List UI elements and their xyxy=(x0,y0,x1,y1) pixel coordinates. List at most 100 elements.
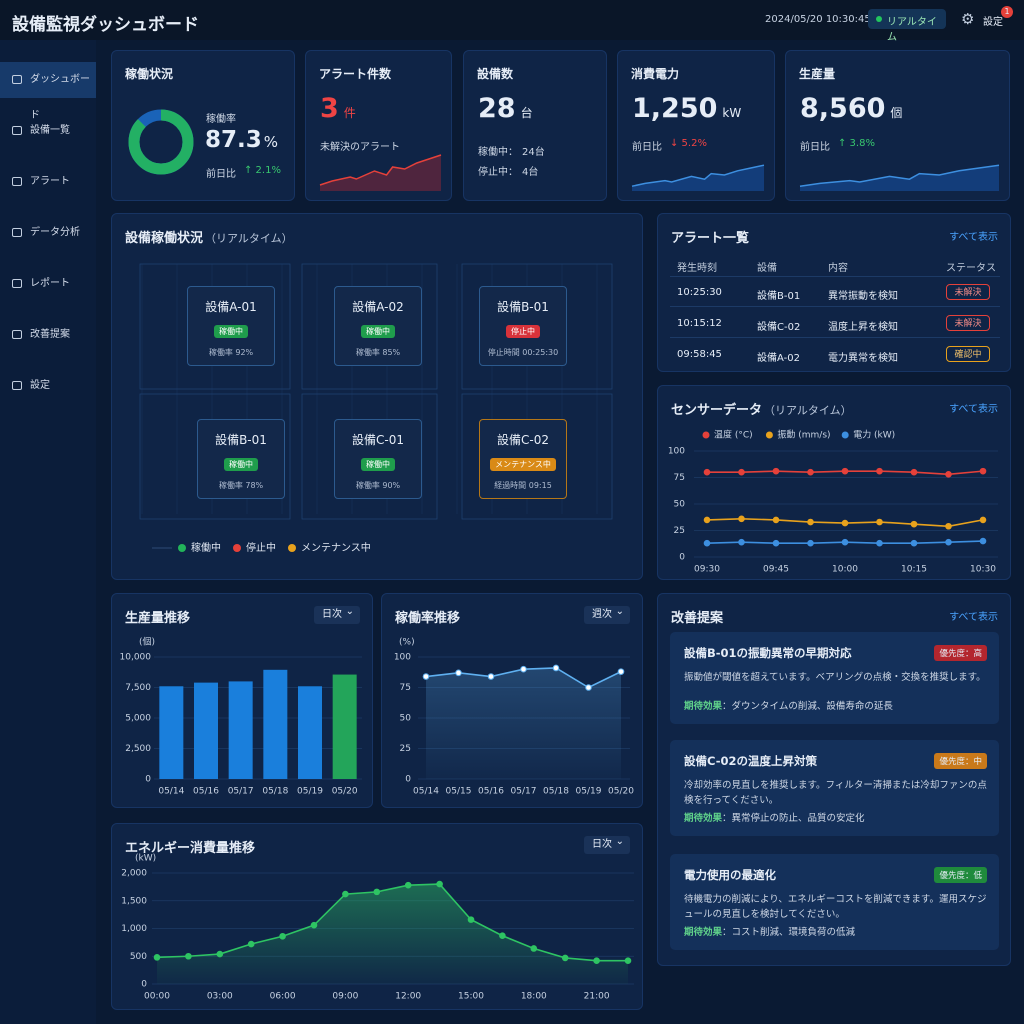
table-header: 発生時刻 xyxy=(677,263,717,274)
y-tick-label: 5,000 xyxy=(125,714,151,724)
period-dropdown[interactable]: 日次 xyxy=(584,833,630,854)
period-dropdown[interactable]: 週次 xyxy=(584,603,630,624)
improvement-card[interactable]: 設備B-01の振動異常の早期対応 優先度：高 振動値が閾値を超えています。ベアリング… xyxy=(670,632,999,724)
machine-name: 設備A-01 xyxy=(205,300,257,314)
status-wrap: 稼働中 xyxy=(198,452,284,471)
priority-badge: 優先度：中 xyxy=(934,753,987,769)
table-cell: 09:58:45 xyxy=(677,349,722,360)
nav-item[interactable]: データ分析 xyxy=(0,215,96,251)
x-tick-label: 05/14 xyxy=(158,787,184,797)
machine-box[interactable]: 設備B-01 稼働中稼働率 78% xyxy=(197,419,285,499)
area xyxy=(426,667,621,779)
x-tick-label: 15:00 xyxy=(458,992,484,1002)
x-tick-label: 10:00 xyxy=(832,565,858,575)
machine-status: 稼働中 xyxy=(224,458,258,471)
machine-box[interactable]: 設備C-01 稼働中 稼働率 90% xyxy=(334,419,422,499)
card-title: 電力使用の最適化 xyxy=(684,868,776,882)
point xyxy=(703,539,711,547)
machine-box[interactable]: 設備A-02 稼働中 稼働率 85% xyxy=(334,286,422,366)
table-header: 設備 xyxy=(757,263,777,274)
machine-name: 設備A-02 xyxy=(352,300,404,314)
nav-item[interactable]: ダッシュボード xyxy=(0,62,96,121)
nav-label: 設定 xyxy=(30,380,50,391)
machine-status: 稼働中 xyxy=(361,458,395,471)
chart-title: センサーデータ （リアルタイム） xyxy=(671,399,852,418)
machine-name: 設備B-01 xyxy=(215,433,267,447)
chart-title: エネルギー消費量推移 xyxy=(125,837,255,856)
nav-item[interactable]: レポート xyxy=(0,266,96,302)
legend-label: 電力 (kW) xyxy=(853,429,895,441)
machine-box[interactable]: 設備B-01 停止中 停止時間 00:25:30 xyxy=(479,286,567,366)
nav-icon xyxy=(12,279,22,288)
x-tick-label: 05/18 xyxy=(543,787,569,797)
nav-label: 改善提案 xyxy=(30,329,70,340)
blueprint-room xyxy=(139,263,291,390)
kpi-title: アラート件数 xyxy=(319,67,392,81)
x-tick-label: 10:15 xyxy=(901,565,927,575)
machine-status: 停止中 xyxy=(506,325,540,338)
legend-dot xyxy=(765,431,773,439)
point xyxy=(455,669,462,677)
y-tick-label: 25 xyxy=(674,526,685,536)
kpi-label: 稼働率 xyxy=(206,114,236,125)
point xyxy=(807,518,814,526)
legend-dot xyxy=(702,431,710,439)
machine-metric: 稼働率 90% xyxy=(355,481,401,490)
point xyxy=(342,890,349,898)
row-divider xyxy=(670,276,1000,277)
chart-title: 稼働率推移 xyxy=(395,607,460,626)
point xyxy=(530,945,538,952)
improvement-card[interactable]: 設備C-02の温度上昇対策 優先度：中 冷却効率の見直しを推奨します。フィルター清掃… xyxy=(670,740,999,836)
improvement-link[interactable]: すべて表示 xyxy=(949,612,998,623)
card-effect: 期待効果：コスト削減、環境負荷の低減 xyxy=(684,924,855,938)
machine-metric: 稼働率 78% xyxy=(218,481,264,490)
machine-box[interactable]: 設備A-01 稼働中 稼働率 92% xyxy=(187,286,275,366)
improvement-card[interactable]: 電力使用の最適化 優先度：低 待機電力の削減により、エネルギーコストを削減できます。… xyxy=(670,854,999,950)
point xyxy=(876,518,883,526)
point xyxy=(499,932,506,940)
point xyxy=(703,516,711,524)
legend-label: メンテナンス中 xyxy=(301,541,371,554)
effect-label: 期待効果 xyxy=(684,813,723,824)
point xyxy=(738,468,745,476)
legend-label: 停止中 xyxy=(246,541,276,554)
machine-box[interactable]: 設備C-02 メンテナンス中 経過時間 09:15 xyxy=(479,419,567,499)
status-wrap: メンテナンス中 xyxy=(480,452,566,471)
nav-item[interactable]: アラート xyxy=(0,164,96,200)
badge: 1 xyxy=(1001,6,1013,18)
effect-label: 期待効果 xyxy=(684,927,723,938)
nav-item[interactable]: 設備一覧 xyxy=(0,113,96,149)
x-tick-label: 05/19 xyxy=(297,787,323,797)
gear-icon[interactable]: ⚙ xyxy=(961,10,975,28)
chart-link[interactable]: すべて表示 xyxy=(949,404,998,415)
x-tick-label: 05/15 xyxy=(446,787,472,797)
kpi-change: ↓ 5.2% xyxy=(670,138,707,149)
machine-status: 稼働中 xyxy=(214,325,248,338)
nav-item[interactable]: 設定 xyxy=(0,368,96,404)
point xyxy=(979,467,987,475)
nav-icon xyxy=(12,330,22,339)
chart-svg xyxy=(128,109,194,175)
nav-label: データ分析 xyxy=(30,227,80,238)
kpi-value: 8,560 個 xyxy=(800,93,902,124)
point xyxy=(807,539,814,547)
y-axis-label: (個) xyxy=(139,636,155,648)
nav-label: アラート xyxy=(30,176,70,187)
sparkline xyxy=(799,164,1000,187)
machine-status: メンテナンス中 xyxy=(490,458,556,471)
nav-item[interactable]: 改善提案 xyxy=(0,317,96,353)
point xyxy=(561,954,569,962)
row-divider xyxy=(670,306,1000,307)
x-tick-label: 03:00 xyxy=(207,992,233,1002)
settings[interactable]: 設定 xyxy=(983,17,1003,28)
machine-name: 設備B-01 xyxy=(497,300,549,314)
kpi-row-label: 停止中： xyxy=(478,167,518,178)
period-dropdown[interactable]: 日次 xyxy=(314,603,360,624)
nav-icon xyxy=(12,381,22,390)
table-header: 内容 xyxy=(828,263,848,274)
y-tick-label: 500 xyxy=(130,952,147,962)
chart-svg: 0 25 50 75 100 (%) 05/14 05/15 05/16 05/17 05/18 05… xyxy=(394,638,634,797)
alert-link[interactable]: すべて表示 xyxy=(949,232,998,243)
chart-title-text: 生産量推移 xyxy=(125,611,191,626)
bar xyxy=(298,686,322,779)
